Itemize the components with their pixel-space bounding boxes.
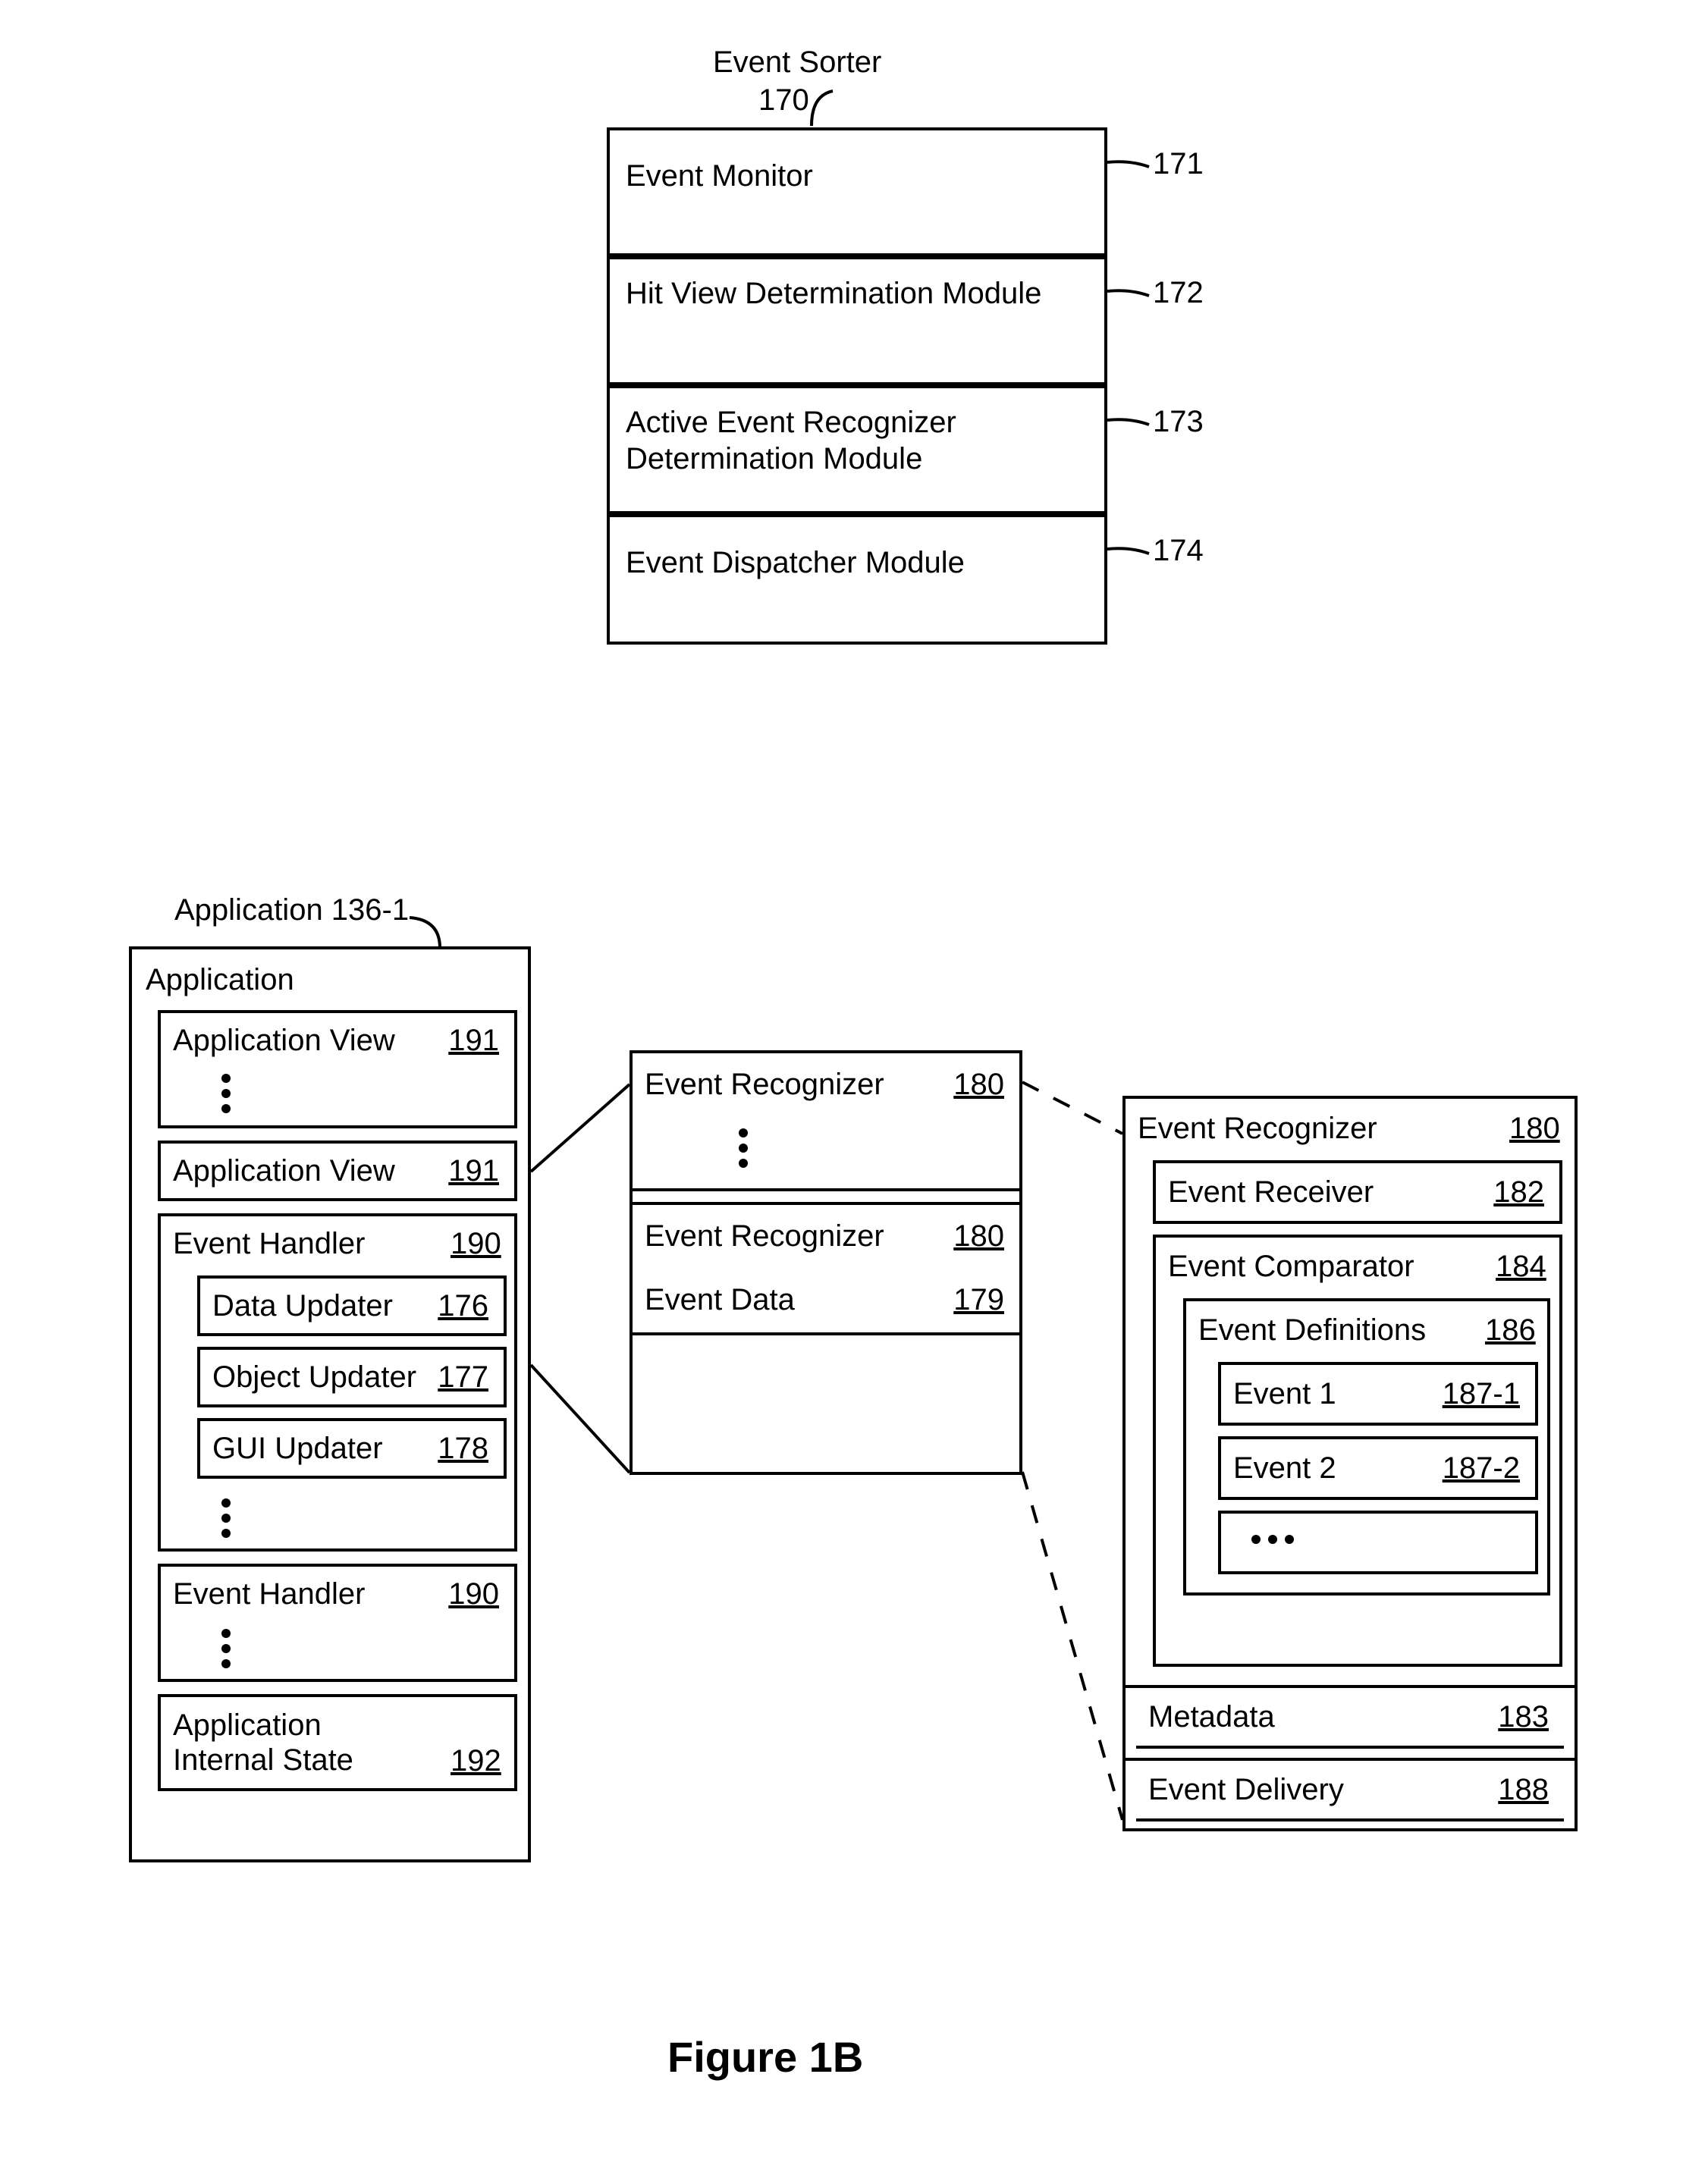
- object-updater-ref: 177: [438, 1360, 491, 1395]
- recognizer-vdots-box: [630, 1115, 1022, 1191]
- event-recognizer-ref-1: 180: [953, 1068, 1007, 1102]
- event-definitions-ref: 186: [1485, 1313, 1536, 1348]
- event-comparator-label: Event Comparator: [1168, 1250, 1414, 1284]
- event-monitor-ref: 171: [1153, 147, 1204, 181]
- metadata-ref: 183: [1498, 1700, 1552, 1734]
- event-sorter-title: Event Sorter: [713, 45, 881, 80]
- application-title: Application: [146, 963, 294, 997]
- application-vdots-box-2: [158, 1491, 517, 1552]
- object-updater-label: Object Updater: [212, 1360, 438, 1395]
- data-updater-ref: 176: [438, 1289, 491, 1323]
- hit-view-label: Hit View Determination Module: [626, 275, 1050, 312]
- active-recognizer-label: Active Event Recognizer Determination Mo…: [626, 404, 1050, 477]
- event-delivery-ref: 188: [1498, 1773, 1552, 1807]
- event-handler-label-2: Event Handler: [173, 1577, 448, 1611]
- event-data-ref: 179: [953, 1283, 1007, 1317]
- event-receiver-label: Event Receiver: [1168, 1175, 1493, 1210]
- application-view-label-2: Application View: [173, 1154, 448, 1188]
- event-dispatcher-ref: 174: [1153, 534, 1204, 568]
- event-data-label: Event Data: [645, 1283, 953, 1317]
- object-updater-row: Object Updater 177: [197, 1347, 507, 1407]
- vdots-icon: [739, 1128, 748, 1168]
- application-outer-label: Application 136-1: [174, 893, 409, 927]
- event-recognizer-row-2: Event Recognizer 180: [630, 1202, 1022, 1270]
- event1-row: Event 1 187-1: [1218, 1362, 1538, 1426]
- data-updater-label: Data Updater: [212, 1289, 438, 1323]
- event-sorter-ref: 170: [758, 83, 809, 118]
- data-updater-row: Data Updater 176: [197, 1275, 507, 1336]
- event-delivery-row: Event Delivery 188: [1136, 1758, 1564, 1821]
- gui-updater-row: GUI Updater 178: [197, 1418, 507, 1479]
- recognizer-detail-title: Event Recognizer: [1138, 1112, 1377, 1146]
- event-definitions-label: Event Definitions: [1198, 1313, 1426, 1348]
- event-recognizer-label-2: Event Recognizer: [645, 1219, 953, 1254]
- event-handler-label: Event Handler: [173, 1227, 365, 1261]
- application-view-ref-2: 191: [448, 1154, 502, 1188]
- event-recognizer-ref-2: 180: [953, 1219, 1007, 1254]
- event1-label: Event 1: [1233, 1377, 1443, 1411]
- recognizer-detail-title-ref: 180: [1509, 1112, 1560, 1146]
- event-handler-ref-2: 190: [448, 1577, 502, 1611]
- divider: [1122, 1685, 1578, 1688]
- vdots-icon: [221, 1498, 231, 1538]
- event-recognizer-row-1: Event Recognizer 180: [630, 1050, 1022, 1119]
- event-data-row: Event Data 179: [630, 1267, 1022, 1335]
- event-handler-row-2: Event Handler 190: [158, 1564, 517, 1624]
- metadata-row: Metadata 183: [1136, 1685, 1564, 1749]
- event-receiver-ref: 182: [1493, 1175, 1547, 1210]
- application-view-row-2: Application View 191: [158, 1141, 517, 1201]
- gui-updater-ref: 178: [438, 1432, 491, 1466]
- hit-view-ref: 172: [1153, 276, 1204, 310]
- divider: [1122, 1758, 1578, 1761]
- application-view-row-1: Application View 191: [158, 1010, 517, 1071]
- metadata-label: Metadata: [1148, 1700, 1498, 1734]
- event-dispatcher-label: Event Dispatcher Module: [626, 546, 965, 580]
- vdots-icon: [221, 1074, 231, 1113]
- event-receiver-row: Event Receiver 182: [1153, 1160, 1562, 1224]
- event-delivery-label: Event Delivery: [1148, 1773, 1498, 1807]
- gui-updater-label: GUI Updater: [212, 1432, 438, 1466]
- event-recognizer-label-1: Event Recognizer: [645, 1068, 953, 1102]
- figure-caption: Figure 1B: [667, 2032, 863, 2082]
- event2-row: Event 2 187-2: [1218, 1436, 1538, 1500]
- event2-ref: 187-2: [1443, 1451, 1523, 1486]
- event-monitor-label: Event Monitor: [626, 159, 813, 193]
- application-view-label-1: Application View: [173, 1024, 448, 1058]
- event-comparator-ref: 184: [1496, 1250, 1546, 1284]
- application-view-ref-1: 191: [448, 1024, 502, 1058]
- internal-state-label: Application Internal State: [173, 1708, 431, 1777]
- application-vdots-box-1: [158, 1068, 517, 1128]
- application-vdots-box-3: [158, 1621, 517, 1682]
- event2-label: Event 2: [1233, 1451, 1443, 1486]
- active-recognizer-ref: 173: [1153, 405, 1204, 439]
- hdots-icon: [1251, 1535, 1294, 1544]
- event-handler-ref: 190: [451, 1227, 501, 1261]
- event1-ref: 187-1: [1443, 1377, 1523, 1411]
- vdots-icon: [221, 1629, 231, 1668]
- internal-state-ref: 192: [451, 1744, 501, 1778]
